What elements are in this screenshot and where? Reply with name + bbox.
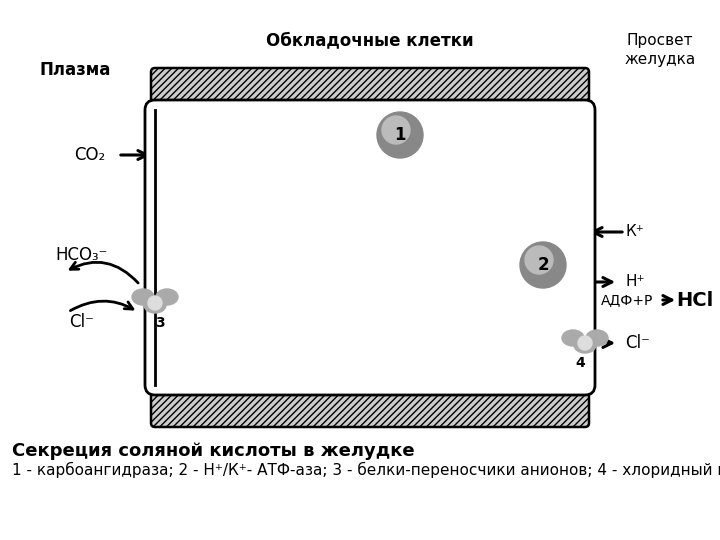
Text: Обкладочные клетки: Обкладочные клетки xyxy=(266,31,474,49)
Text: Секреция соляной кислоты в желудке: Секреция соляной кислоты в желудке xyxy=(12,442,415,460)
Text: АТФ: АТФ xyxy=(516,214,549,230)
Ellipse shape xyxy=(132,289,154,305)
Text: HCO₃⁻ + H⁺: HCO₃⁻ + H⁺ xyxy=(270,253,360,267)
Ellipse shape xyxy=(586,330,608,346)
FancyBboxPatch shape xyxy=(145,100,595,395)
Text: Просвет
желудка: Просвет желудка xyxy=(624,32,696,68)
Text: Плазма: Плазма xyxy=(40,61,111,79)
Text: 2: 2 xyxy=(537,256,549,274)
Text: К⁺: К⁺ xyxy=(481,225,500,240)
Circle shape xyxy=(148,296,162,310)
FancyBboxPatch shape xyxy=(151,381,589,427)
Text: Н⁺: Н⁺ xyxy=(625,274,644,289)
Text: Cl⁻: Cl⁻ xyxy=(70,313,94,331)
Text: H₂O: H₂O xyxy=(355,187,384,202)
FancyBboxPatch shape xyxy=(151,68,589,114)
Text: АДФ+Р: АДФ+Р xyxy=(600,293,653,307)
Circle shape xyxy=(377,112,423,158)
Text: 4: 4 xyxy=(575,356,585,370)
Text: 1: 1 xyxy=(395,126,406,144)
Ellipse shape xyxy=(144,297,166,313)
Text: Cl⁻: Cl⁻ xyxy=(328,322,352,340)
Text: 3: 3 xyxy=(156,316,165,330)
Text: Cl⁻: Cl⁻ xyxy=(626,334,650,352)
Circle shape xyxy=(578,336,592,350)
Text: 1 - карбоангидраза; 2 - Н⁺/К⁺- АТФ-аза; 3 - белки-переносчики анионов; 4 - хлори: 1 - карбоангидраза; 2 - Н⁺/К⁺- АТФ-аза; … xyxy=(12,462,720,478)
Text: H₂CO₃: H₂CO₃ xyxy=(390,146,440,164)
Text: CO₂: CO₂ xyxy=(235,146,266,164)
Text: К⁺: К⁺ xyxy=(626,225,644,240)
Text: HCO₃⁻: HCO₃⁻ xyxy=(56,246,108,264)
Ellipse shape xyxy=(562,330,584,346)
Text: CO₂: CO₂ xyxy=(74,146,106,164)
Text: HCl: HCl xyxy=(676,291,714,309)
Circle shape xyxy=(382,116,410,144)
Circle shape xyxy=(525,246,553,274)
Ellipse shape xyxy=(574,337,596,353)
Circle shape xyxy=(520,242,566,288)
Ellipse shape xyxy=(156,289,178,305)
